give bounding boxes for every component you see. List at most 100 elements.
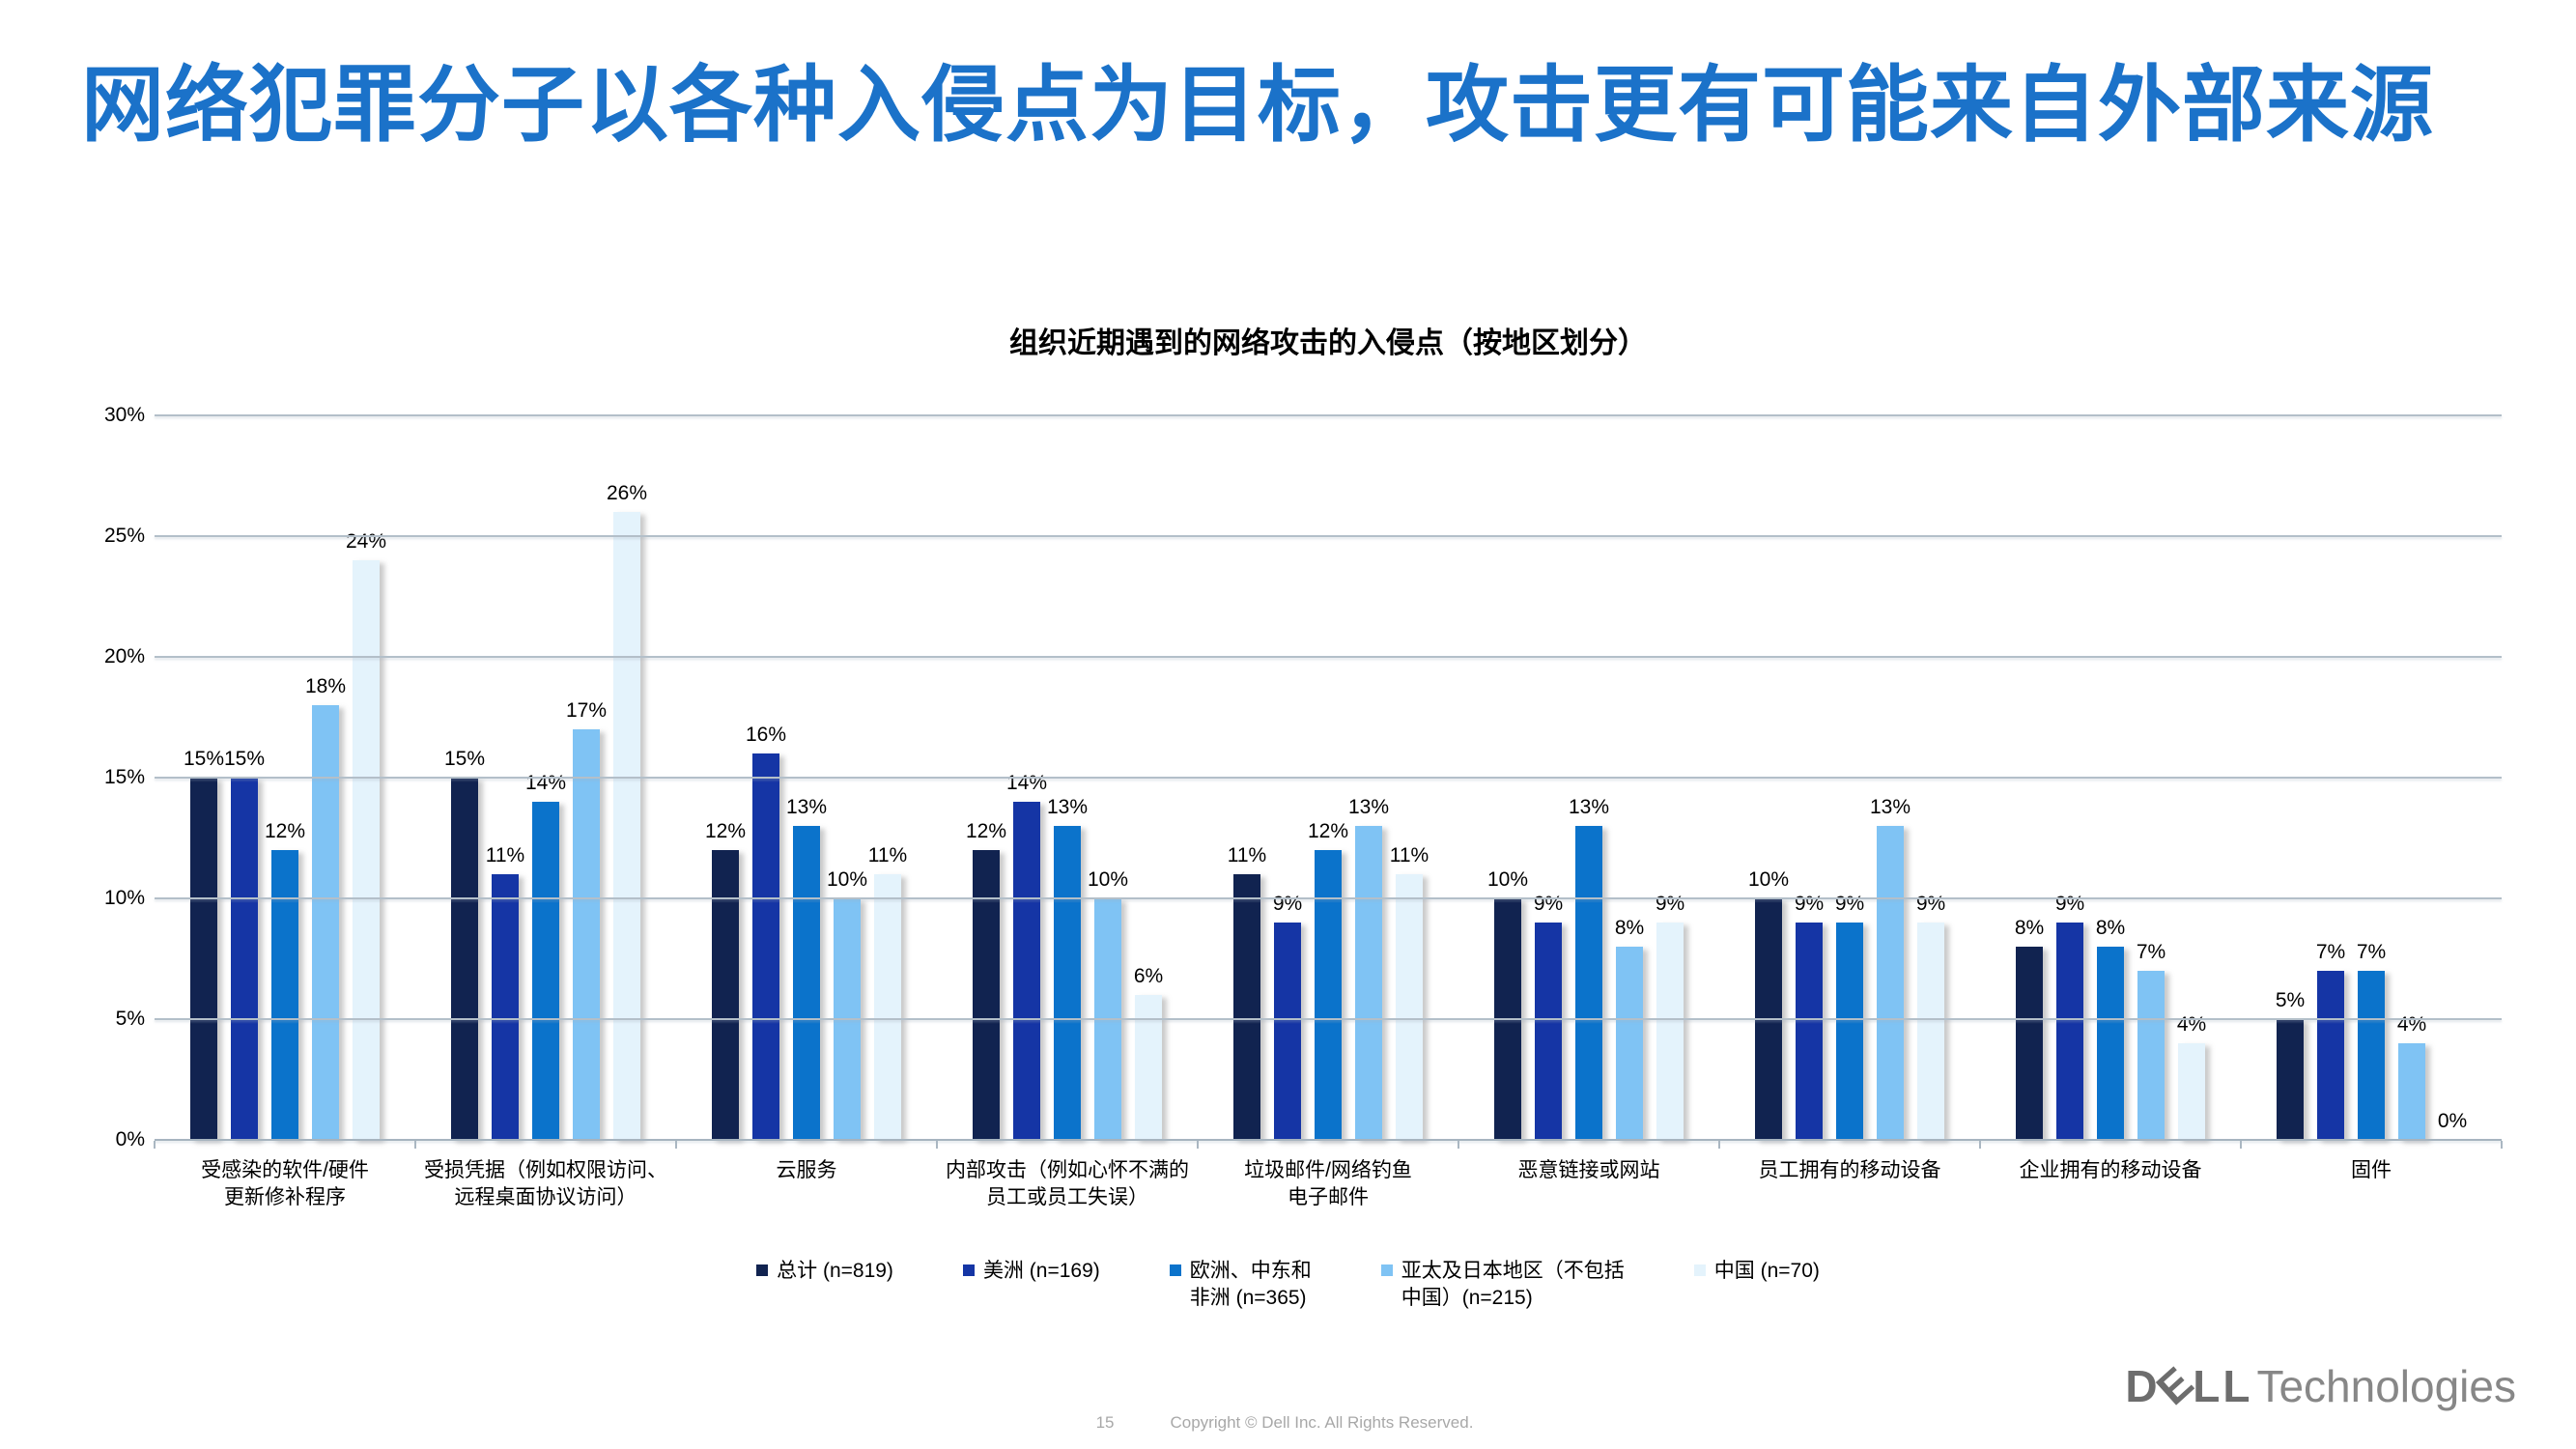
bar-value-label: 6% xyxy=(1133,965,1164,987)
legend-swatch xyxy=(962,1264,975,1276)
bar: 12% xyxy=(1308,820,1348,1140)
gridline-15% xyxy=(155,777,2502,779)
category-label: 受感染的软件/硬件 更新修补程序 xyxy=(155,1157,415,1212)
bar-value-label: 17% xyxy=(565,699,608,722)
bar-fill xyxy=(573,729,600,1140)
bar-fill xyxy=(2056,923,2083,1140)
bar-fill xyxy=(1135,995,1162,1140)
bar: 13% xyxy=(1047,796,1088,1140)
page-title: 网络犯罪分子以各种入侵点为目标，攻击更有可能来自外部来源 xyxy=(81,59,2434,152)
bar-fill xyxy=(2137,971,2165,1140)
page-number: 15 xyxy=(1095,1413,1115,1432)
bar-group: 8% 9% 8% 7% 4% xyxy=(1980,415,2241,1140)
bar: 13% xyxy=(786,796,827,1140)
bar-fill xyxy=(1233,874,1260,1140)
bar-value-label: 13% xyxy=(1046,796,1089,818)
y-tick-label: 30% xyxy=(103,404,145,426)
gridline-25% xyxy=(155,534,2502,537)
bar: 16% xyxy=(746,724,786,1140)
bar-value-label: 9% xyxy=(1272,893,1303,915)
bar-value-label: 15% xyxy=(443,748,486,770)
dell-technologies-logo: DELL Technologies xyxy=(2125,1355,2516,1414)
bar-fill xyxy=(1575,826,1602,1140)
bar-fill xyxy=(1616,947,1643,1140)
bar-fill xyxy=(1917,923,1944,1140)
bar: 26% xyxy=(607,482,647,1140)
bar-value-label: 7% xyxy=(2136,941,2166,963)
bar: 15% xyxy=(224,748,265,1140)
bar: 8% xyxy=(2096,917,2125,1140)
bar-value-label: 14% xyxy=(1005,772,1048,794)
bar-value-label: 14% xyxy=(524,772,567,794)
bar-value-label: 10% xyxy=(1087,868,1129,891)
bar: 13% xyxy=(1569,796,1609,1140)
bar: 7% xyxy=(2316,941,2345,1140)
bar-value-label: 16% xyxy=(745,724,787,746)
category-label: 企业拥有的移动设备 xyxy=(1980,1157,2241,1212)
y-tick-label: 25% xyxy=(103,525,145,547)
bar-value-label: 11% xyxy=(1227,844,1267,867)
x-axis-tick xyxy=(935,1141,938,1149)
x-axis-tick xyxy=(1979,1141,1981,1149)
bar: 13% xyxy=(1348,796,1389,1140)
x-axis-tick xyxy=(413,1141,416,1149)
bar-group: 15% 15% 12% 18% 24% xyxy=(155,415,415,1140)
bar: 12% xyxy=(966,820,1006,1140)
category-label-text: 受损凭据（例如权限访问、 远程桌面协议访问） xyxy=(424,1159,667,1209)
gridline-20% xyxy=(155,655,2502,658)
legend-swatch xyxy=(1380,1264,1393,1276)
bar: 13% xyxy=(1870,796,1911,1140)
legend-item: 欧洲、中东和 非洲 (n=365) xyxy=(1169,1258,1312,1313)
category-label: 恶意链接或网站 xyxy=(1458,1157,1719,1212)
bar-value-label: 10% xyxy=(1486,868,1529,891)
legend-item: 总计 (n=819) xyxy=(756,1258,893,1285)
bar-fill xyxy=(1656,923,1684,1140)
bar: 12% xyxy=(265,820,305,1140)
category-label-text: 固件 xyxy=(2351,1159,2392,1181)
gridline-5% xyxy=(155,1018,2502,1020)
bar-fill xyxy=(451,778,478,1140)
bar: 9% xyxy=(1795,893,1824,1140)
legend-label: 欧洲、中东和 非洲 (n=365) xyxy=(1189,1260,1312,1310)
bar-value-label: 4% xyxy=(2176,1013,2207,1036)
bar-fill xyxy=(613,512,640,1140)
bar-value-label: 18% xyxy=(304,675,347,697)
bar-value-label: 9% xyxy=(1915,893,1946,915)
bar-fill xyxy=(1355,826,1382,1140)
bar-value-label: 15% xyxy=(223,748,266,770)
bar: 24% xyxy=(346,530,386,1140)
gridline-0% xyxy=(155,1139,2502,1141)
bar-fill xyxy=(1535,923,1562,1140)
bar-fill xyxy=(492,874,519,1140)
bar-value-label: 13% xyxy=(785,796,828,818)
bar-fill xyxy=(2358,971,2385,1140)
bar-value-label: 9% xyxy=(1794,893,1825,915)
bar-fill xyxy=(1315,850,1342,1140)
bar-value-label: 10% xyxy=(1747,868,1790,891)
bar-fill xyxy=(973,850,1000,1140)
bar-fill xyxy=(752,753,779,1140)
bar: 9% xyxy=(2055,893,2084,1140)
bar: 15% xyxy=(184,748,224,1140)
legend-item: 美洲 (n=169) xyxy=(962,1258,1100,1285)
bar-value-label: 12% xyxy=(965,820,1007,842)
bar-value-label: 8% xyxy=(2095,917,2126,939)
category-label: 固件 xyxy=(2241,1157,2502,1212)
bar-fill xyxy=(1877,826,1904,1140)
bar-value-label: 4% xyxy=(2396,1013,2427,1036)
category-label-text: 恶意链接或网站 xyxy=(1517,1159,1660,1181)
bar: 12% xyxy=(705,820,746,1140)
bar-value-label: 9% xyxy=(1655,893,1685,915)
x-axis-ticks xyxy=(154,1141,2503,1151)
x-axis-labels: 受感染的软件/硬件 更新修补程序 受损凭据（例如权限访问、 远程桌面协议访问） 云服… xyxy=(155,1157,2502,1212)
x-axis-tick xyxy=(1458,1141,1459,1149)
category-label: 内部攻击（例如心怀不满的 员工或员工失误） xyxy=(937,1157,1198,1212)
bar-fill xyxy=(1054,826,1081,1140)
category-label: 受损凭据（例如权限访问、 远程桌面协议访问） xyxy=(415,1157,676,1212)
bar-fill xyxy=(532,802,559,1140)
bar-fill xyxy=(1274,923,1301,1140)
bar: 8% xyxy=(2015,917,2044,1140)
category-label: 员工拥有的移动设备 xyxy=(1719,1157,1980,1212)
bar-fill xyxy=(1836,923,1863,1140)
category-label-text: 云服务 xyxy=(776,1159,837,1181)
